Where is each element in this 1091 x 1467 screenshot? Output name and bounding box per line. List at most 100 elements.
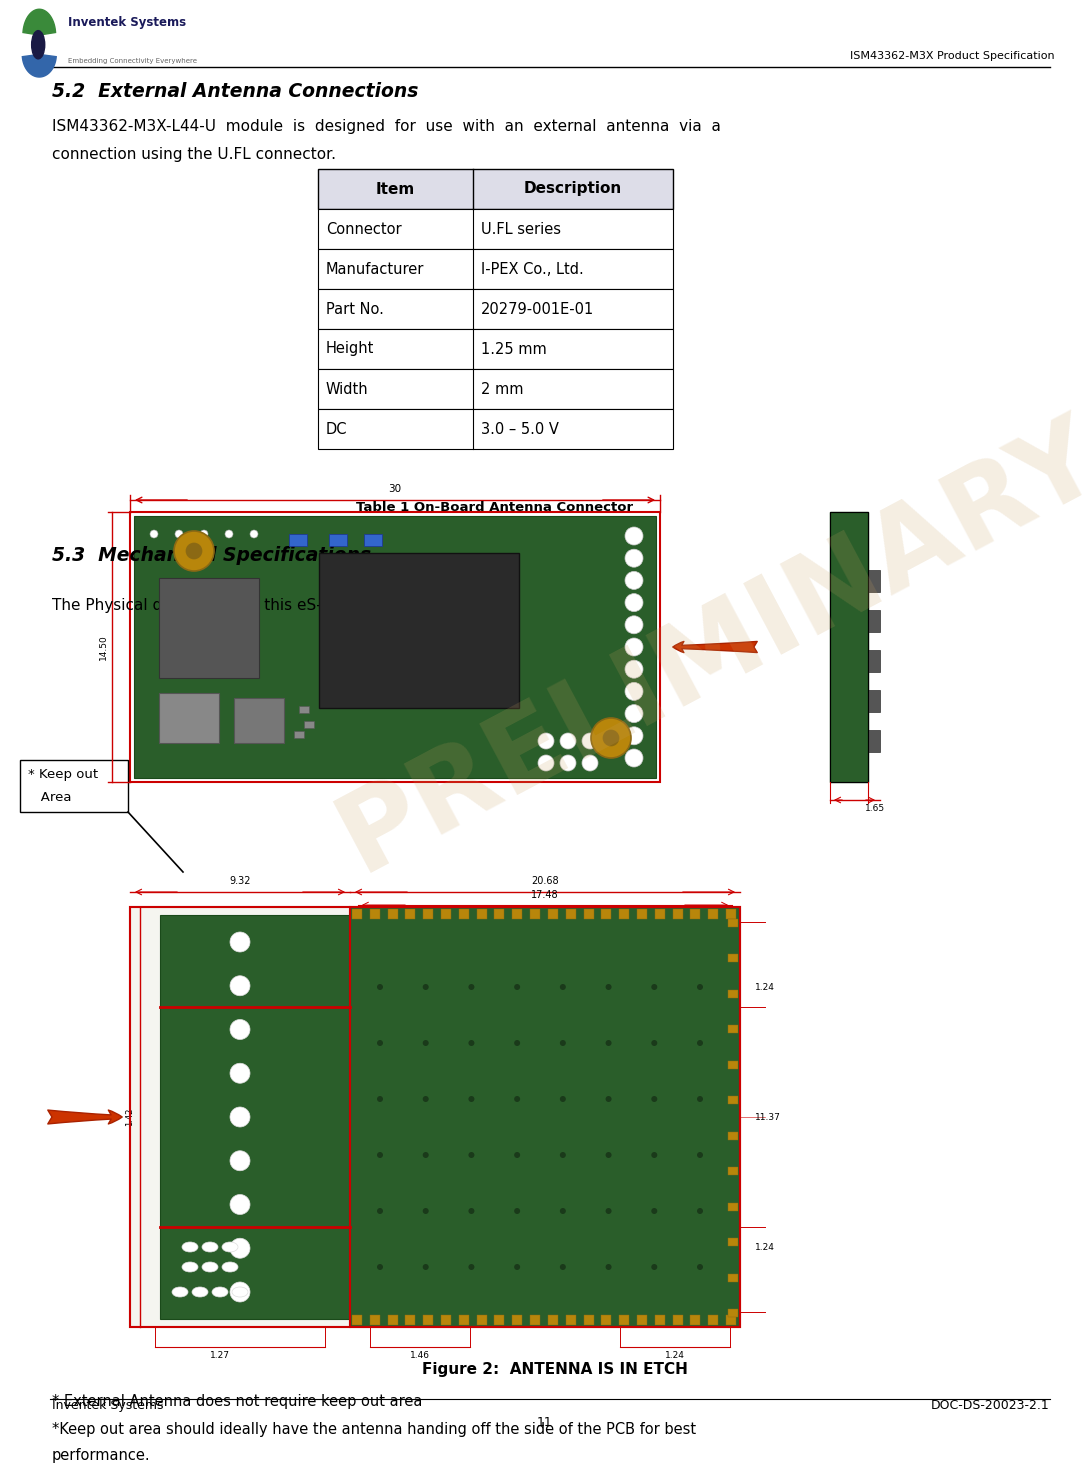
- Ellipse shape: [182, 1262, 197, 1272]
- Circle shape: [651, 1265, 657, 1270]
- Circle shape: [606, 1152, 612, 1157]
- Circle shape: [230, 1020, 250, 1040]
- Text: connection using the U.FL connector.: connection using the U.FL connector.: [52, 147, 336, 161]
- Text: Inventek Systems: Inventek Systems: [52, 1400, 164, 1413]
- Bar: [233, 698, 284, 742]
- Bar: [691, 1314, 700, 1325]
- Circle shape: [651, 1152, 657, 1157]
- Text: * External Antenna does not require keep out area: * External Antenna does not require keep…: [52, 1394, 422, 1408]
- Text: Item: Item: [375, 182, 415, 197]
- Circle shape: [538, 734, 554, 750]
- Bar: [317, 329, 673, 370]
- Circle shape: [560, 756, 576, 772]
- Text: 11: 11: [537, 1416, 553, 1429]
- Circle shape: [582, 734, 598, 750]
- Circle shape: [149, 530, 158, 538]
- Circle shape: [697, 1152, 703, 1157]
- Text: Figure 2:  ANTENNA IS IN ETCH: Figure 2: ANTENNA IS IN ETCH: [422, 1361, 688, 1378]
- Text: 20279-001E-01: 20279-001E-01: [481, 302, 595, 317]
- Circle shape: [422, 1152, 429, 1157]
- Text: 3.0 – 5.0 V: 3.0 – 5.0 V: [481, 421, 559, 437]
- Circle shape: [377, 1265, 383, 1270]
- Bar: [159, 578, 259, 678]
- Bar: [708, 910, 718, 918]
- Bar: [728, 1273, 738, 1282]
- Text: Embedding Connectivity Everywhere: Embedding Connectivity Everywhere: [68, 57, 196, 65]
- Circle shape: [230, 976, 250, 996]
- Bar: [319, 553, 519, 709]
- Bar: [459, 1314, 469, 1325]
- Circle shape: [377, 984, 383, 990]
- Circle shape: [230, 1194, 250, 1215]
- Circle shape: [625, 527, 643, 546]
- Ellipse shape: [221, 1243, 238, 1251]
- Bar: [370, 910, 380, 918]
- Circle shape: [230, 932, 250, 952]
- Bar: [293, 731, 304, 738]
- Ellipse shape: [221, 1262, 238, 1272]
- Circle shape: [422, 1096, 429, 1102]
- Bar: [868, 610, 880, 632]
- Text: 11.37: 11.37: [755, 1112, 781, 1121]
- Bar: [364, 534, 382, 546]
- Bar: [370, 1314, 380, 1325]
- Circle shape: [625, 750, 643, 767]
- Bar: [20, 760, 128, 813]
- Bar: [441, 1314, 451, 1325]
- Text: Width: Width: [326, 381, 369, 396]
- Bar: [672, 910, 683, 918]
- Polygon shape: [22, 54, 57, 76]
- Text: 1.25 mm: 1.25 mm: [481, 342, 547, 356]
- Text: DOC-DS-20023-2.1: DOC-DS-20023-2.1: [932, 1400, 1050, 1413]
- Bar: [728, 1096, 738, 1105]
- Circle shape: [468, 984, 475, 990]
- Bar: [130, 907, 350, 1328]
- Circle shape: [603, 731, 619, 747]
- Text: Description: Description: [524, 182, 622, 197]
- Circle shape: [606, 1096, 612, 1102]
- Bar: [601, 910, 611, 918]
- Bar: [584, 910, 594, 918]
- Circle shape: [697, 1265, 703, 1270]
- Bar: [423, 910, 433, 918]
- Text: 2 mm: 2 mm: [481, 381, 524, 396]
- Ellipse shape: [182, 1243, 197, 1251]
- Circle shape: [468, 1040, 475, 1046]
- Bar: [317, 208, 673, 249]
- Circle shape: [651, 984, 657, 990]
- Bar: [728, 918, 738, 927]
- Bar: [530, 1314, 540, 1325]
- Bar: [655, 1314, 664, 1325]
- Bar: [530, 910, 540, 918]
- Text: I-PEX Co., Ltd.: I-PEX Co., Ltd.: [481, 261, 584, 276]
- Ellipse shape: [202, 1262, 218, 1272]
- Bar: [130, 512, 660, 782]
- Circle shape: [591, 717, 631, 758]
- Circle shape: [697, 1096, 703, 1102]
- Text: performance.: performance.: [52, 1448, 151, 1463]
- Text: 5.2  External Antenna Connections: 5.2 External Antenna Connections: [52, 82, 418, 101]
- Text: Part No.: Part No.: [326, 302, 384, 317]
- Circle shape: [514, 1152, 520, 1157]
- Circle shape: [468, 1096, 475, 1102]
- Circle shape: [468, 1265, 475, 1270]
- Circle shape: [230, 1108, 250, 1127]
- Text: 5.3  Mechanical Specifications: 5.3 Mechanical Specifications: [52, 546, 371, 565]
- Bar: [620, 1314, 630, 1325]
- Circle shape: [514, 1207, 520, 1215]
- Circle shape: [377, 1040, 383, 1046]
- Circle shape: [606, 1207, 612, 1215]
- Bar: [620, 910, 630, 918]
- Bar: [726, 910, 736, 918]
- Bar: [477, 910, 487, 918]
- Text: 1.46: 1.46: [410, 1351, 430, 1360]
- Circle shape: [625, 660, 643, 678]
- Circle shape: [651, 1096, 657, 1102]
- Text: Manufacturer: Manufacturer: [326, 261, 424, 276]
- Bar: [548, 1314, 558, 1325]
- Circle shape: [377, 1152, 383, 1157]
- Bar: [477, 1314, 487, 1325]
- Bar: [728, 1168, 738, 1175]
- Text: 1.24: 1.24: [666, 1351, 685, 1360]
- Bar: [317, 370, 673, 409]
